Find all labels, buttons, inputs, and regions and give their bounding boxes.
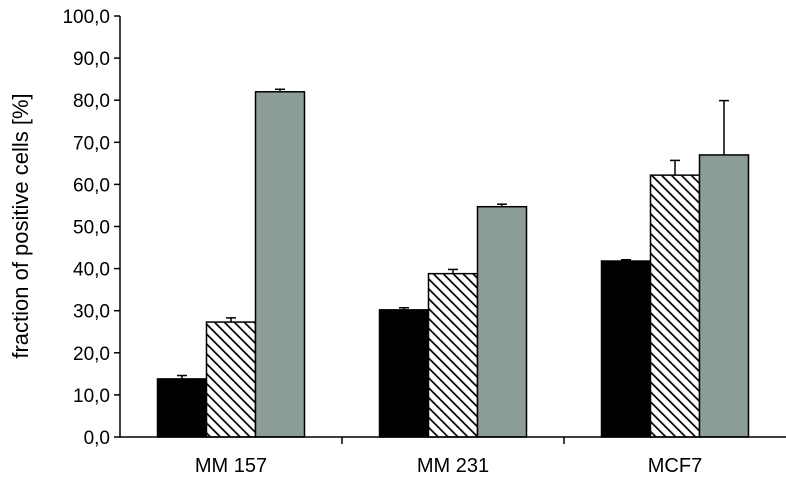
x-tick-label: MCF7 bbox=[648, 455, 702, 477]
bar-3-3 bbox=[698, 154, 750, 438]
y-axis-title: fraction of positive cells [%] bbox=[8, 93, 33, 358]
y-tick-label: 10,0 bbox=[73, 386, 110, 407]
y-tick-label: 40,0 bbox=[73, 260, 110, 281]
x-tick-label: MM 231 bbox=[417, 455, 489, 477]
bar-1-1 bbox=[156, 378, 208, 438]
bar-2-3 bbox=[476, 205, 528, 438]
y-tick-label: 100,0 bbox=[62, 7, 110, 28]
y-tick-label: 0,0 bbox=[84, 428, 110, 449]
bar-1-2 bbox=[205, 321, 257, 438]
bar-3-1 bbox=[600, 260, 652, 438]
y-tick-label: 70,0 bbox=[73, 133, 110, 154]
y-tick-label: 20,0 bbox=[73, 344, 110, 365]
bar-2-2 bbox=[427, 272, 479, 438]
y-tick-label: 50,0 bbox=[73, 218, 110, 239]
bar-3-2 bbox=[649, 174, 701, 438]
y-tick-label: 60,0 bbox=[73, 175, 110, 196]
bar-1-3 bbox=[254, 91, 306, 438]
y-tick-label: 30,0 bbox=[73, 302, 110, 323]
y-tick-label: 90,0 bbox=[73, 49, 110, 70]
bar-2-1 bbox=[378, 309, 430, 438]
x-tick-label: MM 157 bbox=[195, 455, 267, 477]
y-tick-label: 80,0 bbox=[73, 91, 110, 112]
